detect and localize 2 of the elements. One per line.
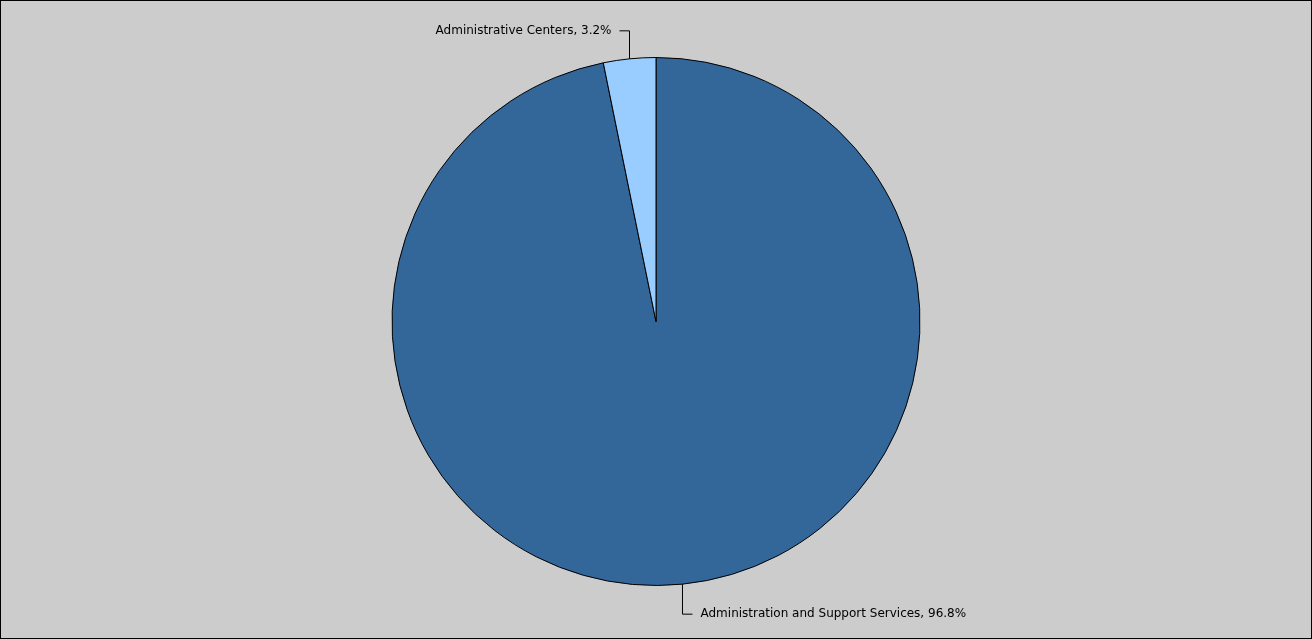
slice-label: Administrative Centers, 3.2% xyxy=(435,22,612,37)
slice-label: Administration and Support Services, 96.8% xyxy=(700,606,967,621)
